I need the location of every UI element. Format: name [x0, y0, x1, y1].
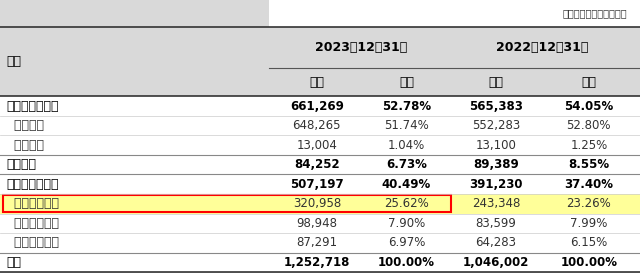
- Text: 个人消费贷款: 个人消费贷款: [6, 197, 60, 210]
- Text: 金额: 金额: [488, 76, 504, 89]
- Text: 个体经营贷款: 个体经营贷款: [6, 217, 60, 230]
- Text: 占比: 占比: [399, 76, 414, 89]
- Text: 占比: 占比: [581, 76, 596, 89]
- Text: 391,230: 391,230: [469, 178, 523, 191]
- Text: 565,383: 565,383: [469, 100, 523, 112]
- Text: 1,252,718: 1,252,718: [284, 256, 350, 269]
- Text: 项目: 项目: [6, 55, 21, 68]
- Text: 100.00%: 100.00%: [378, 256, 435, 269]
- Text: 87,291: 87,291: [296, 236, 337, 249]
- Text: 52.78%: 52.78%: [382, 100, 431, 112]
- Text: 23.26%: 23.26%: [566, 197, 611, 210]
- Text: 13,004: 13,004: [296, 139, 337, 152]
- Bar: [0, 194, 640, 213]
- Text: 8.55%: 8.55%: [568, 158, 609, 171]
- Text: 6.73%: 6.73%: [386, 158, 427, 171]
- Text: 52.80%: 52.80%: [566, 119, 611, 132]
- Text: 7.90%: 7.90%: [388, 217, 425, 230]
- Text: 6.97%: 6.97%: [388, 236, 425, 249]
- Text: 243,348: 243,348: [472, 197, 520, 210]
- Text: 552,283: 552,283: [472, 119, 520, 132]
- Text: 51.74%: 51.74%: [384, 119, 429, 132]
- Text: 合计: 合计: [6, 256, 21, 269]
- Text: 89,389: 89,389: [473, 158, 519, 171]
- Text: 企业贷款: 企业贷款: [6, 119, 44, 132]
- Text: 100.00%: 100.00%: [560, 256, 618, 269]
- Text: 13,100: 13,100: [476, 139, 516, 152]
- Text: 64,283: 64,283: [476, 236, 516, 249]
- Text: 84,252: 84,252: [294, 158, 340, 171]
- Text: 507,197: 507,197: [290, 178, 344, 191]
- Text: 648,265: 648,265: [292, 119, 341, 132]
- Text: 1.04%: 1.04%: [388, 139, 425, 152]
- Text: 公司贷款和垫款: 公司贷款和垫款: [6, 100, 59, 112]
- Text: 661,269: 661,269: [290, 100, 344, 112]
- Text: 320,958: 320,958: [292, 197, 341, 210]
- Text: 25.62%: 25.62%: [384, 197, 429, 210]
- Text: 个人住房贷款: 个人住房贷款: [6, 236, 60, 249]
- Text: 40.49%: 40.49%: [382, 178, 431, 191]
- Text: 单位：（人民币）百万元: 单位：（人民币）百万元: [563, 8, 627, 18]
- Text: 83,599: 83,599: [476, 217, 516, 230]
- Text: 2023年12月31日: 2023年12月31日: [316, 41, 408, 54]
- Text: 98,948: 98,948: [296, 217, 337, 230]
- Text: 金额: 金额: [309, 76, 324, 89]
- Text: 个人贷款和垫款: 个人贷款和垫款: [6, 178, 59, 191]
- Text: 7.99%: 7.99%: [570, 217, 607, 230]
- Text: 2022年12月31日: 2022年12月31日: [496, 41, 589, 54]
- Text: 1.25%: 1.25%: [570, 139, 607, 152]
- Text: 54.05%: 54.05%: [564, 100, 613, 112]
- Text: 1,046,002: 1,046,002: [463, 256, 529, 269]
- Text: 37.40%: 37.40%: [564, 178, 613, 191]
- Text: 贸易融资: 贸易融资: [6, 139, 44, 152]
- Text: 票据贴现: 票据贴现: [6, 158, 36, 171]
- Text: 6.15%: 6.15%: [570, 236, 607, 249]
